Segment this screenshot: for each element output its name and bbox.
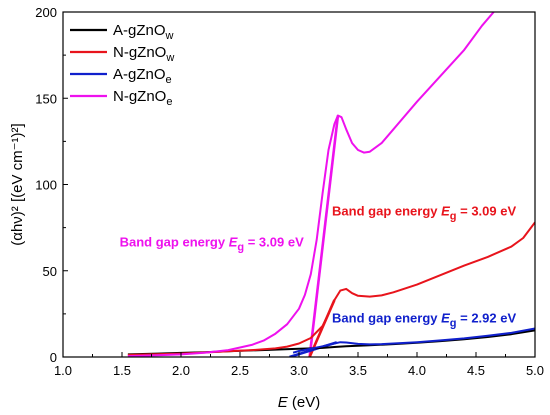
y-tick-label: 200 (35, 5, 57, 20)
band-gap-annotation: Band gap energy Eg = 2.92 eV (332, 311, 516, 330)
x-tick-label: 3.5 (349, 363, 367, 378)
y-tick-label: 150 (35, 91, 57, 106)
band-gap-annotation: Band gap energy Eg = 3.09 eV (332, 204, 516, 223)
plot-frame (62, 11, 536, 358)
fit-line (308, 115, 340, 357)
x-tick-label: 5.0 (526, 363, 544, 378)
y-axis-title: (αhν)² [(eV cm⁻¹)²] (9, 123, 26, 245)
y-tick-label: 100 (35, 178, 57, 193)
series-line (127, 12, 495, 357)
legend-label: A-gZnOe (113, 66, 172, 86)
x-axis-title-symbol: E (278, 394, 289, 411)
x-tick-label: 2.0 (172, 363, 190, 378)
x-tick-label: 4.0 (408, 363, 426, 378)
legend-label: A-gZnOw (113, 22, 174, 42)
x-axis-title: E (eV) (278, 394, 321, 411)
series-line (127, 221, 535, 356)
series-line (292, 327, 535, 354)
legend-label: N-gZnOe (113, 88, 172, 108)
axes (62, 11, 536, 358)
x-tick-label: 4.5 (467, 363, 485, 378)
y-tick-label: 50 (43, 264, 57, 279)
x-tick-label: 1.5 (113, 363, 131, 378)
series-line (127, 329, 535, 356)
y-tick-label: 0 (50, 350, 57, 365)
legend-label: N-gZnOw (113, 44, 174, 64)
x-tick-label: 1.0 (54, 363, 72, 378)
annotations: Band gap energy Eg = 3.09 eV Band gap ene… (120, 204, 517, 330)
ticks: 1.0 1.5 2.0 2.5 3.0 3.5 4.0 4.5 5.0 0 50 100 150 200 (35, 5, 544, 378)
band-gap-annotation: Band gap energy Eg = 3.09 eV (120, 235, 304, 254)
series-lines (127, 12, 535, 357)
x-tick-label: 2.5 (231, 363, 249, 378)
x-tick-label: 3.0 (290, 363, 308, 378)
x-axis-title-unit: (eV) (288, 394, 321, 411)
